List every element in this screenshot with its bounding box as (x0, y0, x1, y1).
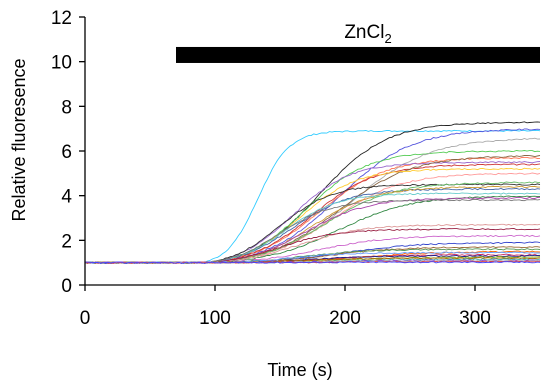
series-line (84, 161, 541, 264)
series-line (84, 163, 541, 264)
series-line (84, 261, 541, 264)
series-layer (84, 121, 541, 264)
axes-layer: 0 2 4 6 8 10 12 0 100 200 300 (51, 8, 540, 329)
y-tick-label: 4 (61, 187, 72, 208)
x-axis-title: Time (s) (267, 360, 332, 380)
y-tick-label: 0 (61, 276, 72, 297)
y-tick-label: 10 (51, 53, 72, 74)
y-tick-label: 8 (61, 97, 72, 118)
zncl2-label-main: ZnCl (344, 22, 384, 43)
x-tick-label: 200 (329, 308, 361, 329)
zncl2-label-subscript: 2 (384, 31, 391, 46)
x-tick-label: 0 (80, 308, 91, 329)
y-ticks: 0 2 4 6 8 10 12 (51, 8, 85, 297)
x-tick-label: 100 (199, 308, 231, 329)
series-line (84, 172, 541, 264)
x-tick-label: 300 (459, 308, 491, 329)
y-axis-title: Relative fluoresence (9, 58, 29, 221)
series-line (84, 137, 541, 264)
x-ticks: 0 100 200 300 (80, 285, 491, 329)
zncl2-label: ZnCl2 (344, 22, 391, 46)
zncl2-annotation: ZnCl2 (176, 22, 540, 63)
y-tick-label: 12 (51, 8, 72, 29)
zncl2-application-bar (176, 46, 540, 63)
y-tick-label: 2 (61, 231, 72, 252)
y-tick-label: 6 (61, 142, 72, 163)
